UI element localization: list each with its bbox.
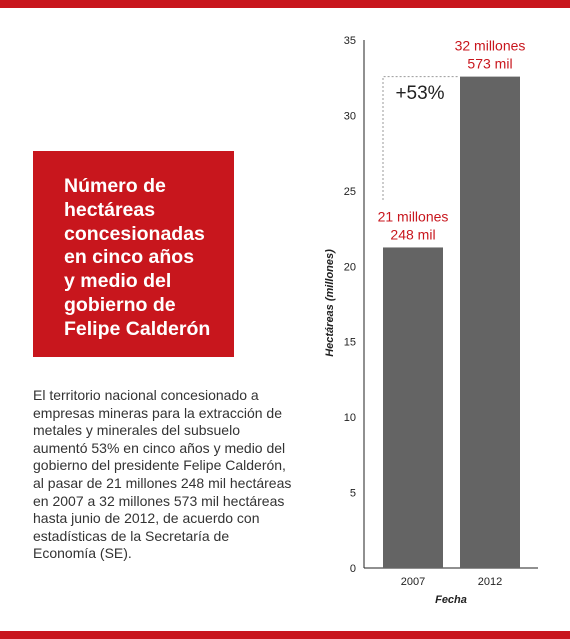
y-tick-label: 5 [350, 488, 356, 500]
y-tick-label: 0 [350, 563, 356, 575]
x-tick-label: 2012 [478, 576, 502, 588]
y-tick-label: 35 [344, 35, 356, 47]
data-label: 32 millones [455, 38, 526, 54]
x-tick-label: 2007 [401, 576, 425, 588]
y-axis-label: Hectáreas (millones) [324, 249, 336, 357]
y-tick-label: 20 [344, 261, 356, 273]
bar-2012 [460, 76, 520, 568]
data-label: 21 millones [378, 208, 449, 224]
bottom-accent-bar [0, 631, 570, 639]
y-tick-label: 30 [344, 110, 356, 122]
bar-2007 [383, 247, 443, 568]
y-tick-label: 15 [344, 337, 356, 349]
growth-percent-label: +53% [395, 83, 444, 104]
x-axis-label: Fecha [435, 594, 467, 606]
growth-bracket [382, 76, 458, 200]
y-tick-label: 10 [344, 412, 356, 424]
title-box: Número de hectáreas concesionadas en cin… [33, 151, 234, 357]
growth-annotation: +53% [382, 76, 458, 200]
bars-group: 2007 21 millones 248 mil 2012 32 millones 573… [378, 38, 526, 588]
y-axis-ticks: 0 5 10 15 20 25 30 35 [344, 35, 356, 575]
data-label: 573 mil [467, 56, 512, 72]
data-label: 248 mil [390, 226, 435, 242]
description-text: El territorio nacional concesionado a em… [33, 387, 292, 562]
y-tick-label: 25 [344, 186, 356, 198]
top-accent-bar [0, 0, 570, 8]
chart-title: Número de hectáreas concesionadas en cin… [64, 175, 211, 340]
